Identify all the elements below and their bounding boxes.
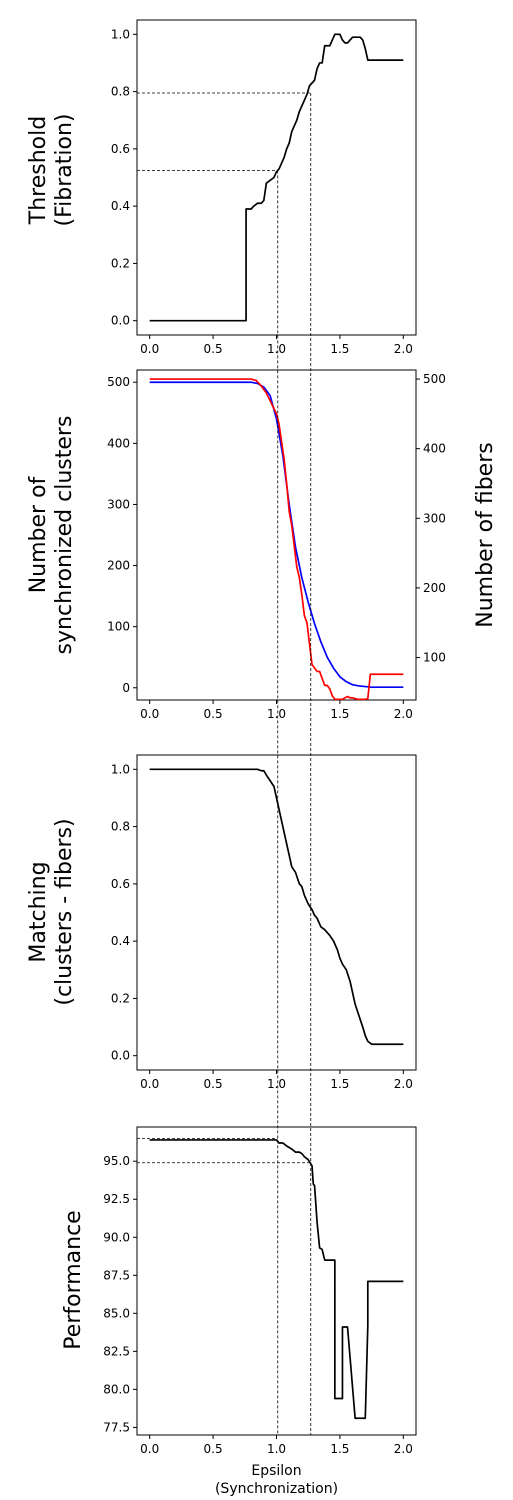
y-tick-label: 400 <box>107 436 130 450</box>
y-axis-label: Performance <box>61 1210 86 1349</box>
y-axis-label-line: (clusters - fibers) <box>52 818 77 1005</box>
y-tick-label: 80.0 <box>103 1382 130 1396</box>
series-line-fibers <box>150 379 404 699</box>
y-axis-label: Threshold(Fibration) <box>26 114 77 227</box>
x-tick-label: 0.0 <box>140 707 159 721</box>
plot-frame <box>137 20 416 335</box>
series-line <box>150 34 404 320</box>
reference-lines-overlay <box>278 93 311 1435</box>
series-line-clusters <box>150 382 404 687</box>
y-tick-label: 1.0 <box>111 762 130 776</box>
y-tick-label: 90.0 <box>103 1230 130 1244</box>
y-axis-label-right: Number of fibers <box>473 442 498 627</box>
x-tick-label: 2.0 <box>394 342 413 356</box>
clusters-fibers-panel: 0.0 0.5 1.0 1.5 2.0 0 100 200 300 400 500 100 200 300… <box>26 370 498 721</box>
x-tick-label: 1.0 <box>267 1442 286 1456</box>
series-line <box>150 1140 404 1418</box>
x-tick-label: 1.5 <box>330 342 349 356</box>
x-tick-label: 2.0 <box>394 1077 413 1091</box>
y-axis-label-left-line: synchronized clusters <box>52 416 77 655</box>
x-tick-label: 0.0 <box>140 342 159 356</box>
x-tick-label: 1.5 <box>330 1442 349 1456</box>
y-axis-label-line: (Fibration) <box>52 114 77 227</box>
y-right-tick-label: 400 <box>423 442 446 456</box>
y-axis-label-line: Matching <box>26 861 51 962</box>
y-right-tick-label: 200 <box>423 581 446 595</box>
y-axis-label: Matching(clusters - fibers) <box>26 818 77 1005</box>
series-line <box>150 769 404 1044</box>
y-tick-label: 300 <box>107 497 130 511</box>
x-axis-label: Epsilon (Synchronization) <box>215 1463 338 1497</box>
x-axis-label-line: Epsilon <box>251 1463 301 1479</box>
matching-panel: 0.0 0.5 1.0 1.5 2.0 0.0 0.2 0.4 0.6 0.8 1.0 Matchin… <box>26 755 416 1091</box>
y-axis-label-left: Number ofsynchronized clusters <box>26 416 77 655</box>
y-tick-label: 0.8 <box>111 820 130 834</box>
performance-panel: 0.0 0.5 1.0 1.5 2.0 77.5 80.0 82.5 85.0 87.5 90.0 9… <box>61 1127 416 1497</box>
y-axis-label-line: Threshold <box>26 116 51 225</box>
x-tick-label: 0.5 <box>204 1442 223 1456</box>
x-tick-label: 0.0 <box>140 1442 159 1456</box>
y-right-tick-label: 500 <box>423 372 446 386</box>
y-tick-label: 0.4 <box>111 199 130 213</box>
y-right-tick-label: 100 <box>423 651 446 665</box>
y-tick-label: 0.2 <box>111 991 130 1005</box>
x-tick-label: 1.0 <box>267 1077 286 1091</box>
y-tick-label: 0 <box>122 681 130 695</box>
y-tick-label: 0.0 <box>111 1049 130 1063</box>
x-tick-label: 1.5 <box>330 707 349 721</box>
x-axis-label-line: (Synchronization) <box>215 1481 338 1497</box>
x-tick-label: 2.0 <box>394 1442 413 1456</box>
y-tick-label: 0.2 <box>111 256 130 270</box>
y-axis-label-right-line: Number of fibers <box>473 442 498 627</box>
y-tick-label: 100 <box>107 620 130 634</box>
x-tick-label: 0.0 <box>140 1077 159 1091</box>
x-tick-label: 0.5 <box>204 707 223 721</box>
y-tick-label: 0.0 <box>111 314 130 328</box>
x-tick-label: 1.5 <box>330 1077 349 1091</box>
y-tick-label: 0.6 <box>111 877 130 891</box>
y-tick-label: 0.6 <box>111 142 130 156</box>
y-right-tick-label: 300 <box>423 511 446 525</box>
x-tick-label: 0.5 <box>204 342 223 356</box>
y-axis-label-left-line: Number of <box>26 475 51 593</box>
y-tick-label: 0.4 <box>111 934 130 948</box>
y-tick-label: 85.0 <box>103 1306 130 1320</box>
y-axis-label-line: Performance <box>61 1210 86 1349</box>
y-tick-label: 82.5 <box>103 1344 130 1358</box>
x-tick-label: 2.0 <box>394 707 413 721</box>
plot-frame <box>137 755 416 1070</box>
y-tick-label: 500 <box>107 375 130 389</box>
y-tick-label: 0.8 <box>111 85 130 99</box>
x-tick-label: 1.0 <box>267 707 286 721</box>
y-tick-label: 95.0 <box>103 1154 130 1168</box>
x-tick-label: 0.5 <box>204 1077 223 1091</box>
y-tick-label: 92.5 <box>103 1192 130 1206</box>
y-tick-label: 1.0 <box>111 27 130 41</box>
y-tick-label: 87.5 <box>103 1268 130 1282</box>
y-tick-label: 77.5 <box>103 1420 130 1434</box>
x-tick-label: 1.0 <box>267 342 286 356</box>
threshold-panel: 0.0 0.5 1.0 1.5 2.0 0.0 0.2 0.4 0.6 0.8 1.0 Thresho… <box>26 20 416 356</box>
y-tick-label: 200 <box>107 559 130 573</box>
